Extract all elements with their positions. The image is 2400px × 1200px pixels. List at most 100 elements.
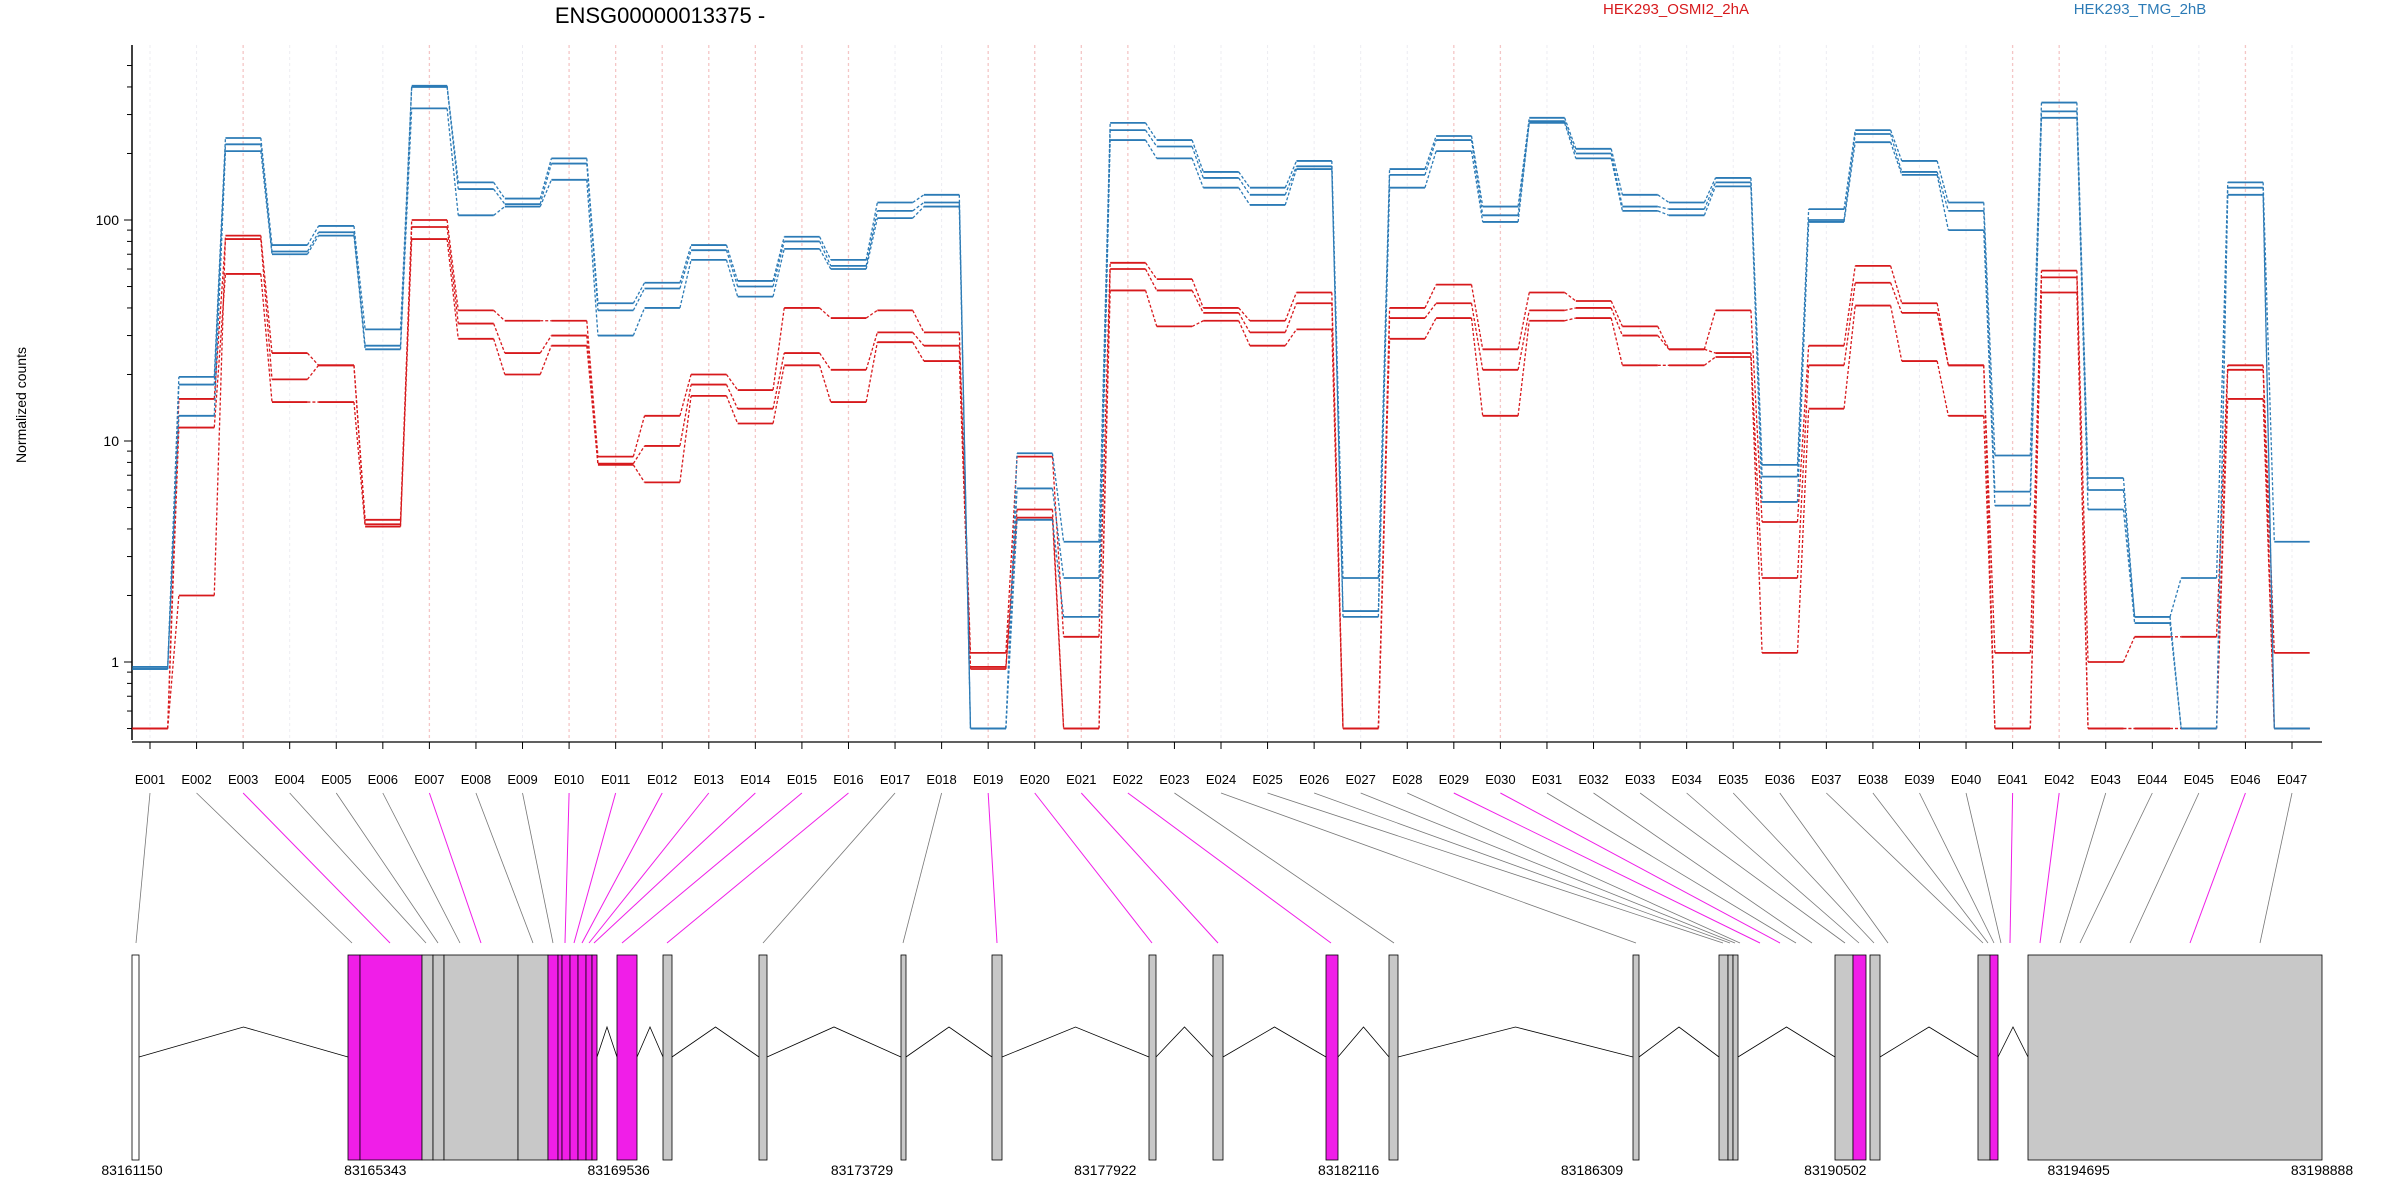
x-tick-label: E009 bbox=[507, 772, 537, 787]
series-connector bbox=[399, 108, 413, 350]
exon-box bbox=[591, 954, 598, 1161]
series-connector bbox=[725, 374, 739, 391]
series-connector bbox=[353, 402, 366, 527]
exon-box bbox=[1727, 954, 1734, 1161]
connector-line bbox=[1127, 792, 1332, 944]
series-connector bbox=[1098, 262, 1111, 637]
connector-line bbox=[1826, 792, 1984, 944]
series-connector bbox=[213, 239, 227, 399]
x-tick-label: E004 bbox=[275, 772, 305, 787]
genomic-coordinate-label: 83198888 bbox=[2291, 1162, 2354, 1178]
exon-connector-lines bbox=[135, 792, 2293, 944]
series-connector bbox=[446, 226, 459, 324]
series-connector bbox=[632, 288, 646, 311]
series-connector bbox=[772, 352, 785, 409]
series-connector bbox=[2076, 117, 2089, 510]
x-tick-label: E043 bbox=[2091, 772, 2121, 787]
series-connector bbox=[1657, 194, 1670, 204]
series-connector bbox=[912, 331, 925, 347]
gene-model: 83161150 83165343 83169536 83173729 83177922… bbox=[101, 954, 2354, 1178]
series-connector bbox=[493, 188, 506, 205]
series-connector bbox=[353, 232, 366, 346]
series-connector bbox=[819, 241, 832, 267]
connector-line bbox=[1313, 792, 1731, 944]
series-connector bbox=[1796, 345, 1810, 523]
connector-line bbox=[135, 792, 151, 944]
x-tick-label: E032 bbox=[1578, 772, 1608, 787]
series-connector bbox=[586, 179, 599, 336]
series-connector bbox=[1145, 139, 1158, 159]
series-connector bbox=[865, 217, 878, 270]
series-connector bbox=[912, 206, 925, 219]
series-connector bbox=[446, 238, 459, 339]
x-tick-label: E046 bbox=[2230, 772, 2260, 787]
series-connector bbox=[493, 323, 506, 354]
series-connector bbox=[1470, 284, 1484, 350]
series-connector bbox=[1424, 139, 1437, 176]
series-connector bbox=[1098, 290, 1111, 729]
series-connector bbox=[1098, 140, 1111, 617]
series-connector bbox=[1983, 415, 1996, 729]
series-connector bbox=[772, 307, 785, 391]
connector-line bbox=[382, 792, 461, 944]
exon-box bbox=[1632, 954, 1640, 1161]
series-connector bbox=[1610, 317, 1624, 366]
series-connector bbox=[1191, 146, 1204, 179]
exon-box bbox=[1732, 954, 1739, 1161]
connector-line bbox=[1220, 792, 1637, 944]
series-connector bbox=[1657, 205, 1670, 210]
series-connector bbox=[1005, 509, 1018, 667]
series-connector bbox=[1470, 139, 1484, 216]
series-connector bbox=[353, 225, 366, 330]
series-connector bbox=[1144, 290, 1158, 327]
series-connector bbox=[1890, 282, 1903, 314]
exon-box bbox=[1388, 954, 1399, 1161]
series-connector bbox=[1051, 488, 1065, 579]
series-connector bbox=[1424, 284, 1437, 309]
x-tick-label: E022 bbox=[1113, 772, 1143, 787]
exon-box bbox=[1869, 954, 1881, 1161]
connector-line bbox=[1779, 792, 1889, 944]
series-connector bbox=[213, 273, 227, 428]
connector-line bbox=[573, 792, 617, 944]
y-axis-label: Normalized counts bbox=[13, 347, 29, 463]
chart-title: ENSG00000013375 - bbox=[555, 3, 765, 28]
series-connector bbox=[1889, 305, 1903, 362]
series-connector bbox=[2122, 477, 2136, 617]
exon-box bbox=[1852, 954, 1867, 1161]
intron-line bbox=[138, 1026, 349, 1058]
series-connector bbox=[819, 352, 832, 371]
series-connector bbox=[1657, 335, 1670, 350]
connector-line bbox=[2079, 792, 2153, 944]
series-connector bbox=[1191, 158, 1204, 188]
genomic-coordinate-label: 83186309 bbox=[1561, 1162, 1624, 1178]
series-connector bbox=[306, 231, 320, 252]
x-tick-label: E010 bbox=[554, 772, 584, 787]
series-connector bbox=[1704, 348, 1716, 354]
series-connector bbox=[1983, 210, 1996, 492]
series-connector bbox=[1424, 317, 1437, 340]
series-connector bbox=[912, 341, 925, 362]
series-tmg-5 bbox=[132, 107, 2310, 730]
series-connector bbox=[1284, 303, 1298, 333]
y-tick-label: 100 bbox=[96, 212, 120, 228]
intron-line bbox=[1997, 1026, 2029, 1058]
series-connector bbox=[306, 225, 320, 246]
x-tick-label: E005 bbox=[321, 772, 351, 787]
exon-box bbox=[547, 954, 559, 1161]
x-tick-label: E042 bbox=[2044, 772, 2074, 787]
series-connector bbox=[1610, 153, 1624, 207]
series-connector bbox=[1843, 305, 1856, 409]
series-connector bbox=[353, 365, 366, 520]
x-tick-label: E012 bbox=[647, 772, 677, 787]
series-connector bbox=[1889, 129, 1903, 162]
series-connector bbox=[539, 345, 552, 375]
series-connector bbox=[2029, 292, 2043, 729]
x-tick-label: E033 bbox=[1625, 772, 1655, 787]
exon-box bbox=[1325, 954, 1339, 1161]
series-connector bbox=[1564, 120, 1577, 154]
x-tick-label: E003 bbox=[228, 772, 258, 787]
connector-line bbox=[2059, 792, 2107, 944]
series-connector bbox=[2029, 270, 2043, 653]
connector-line bbox=[1965, 792, 2002, 944]
